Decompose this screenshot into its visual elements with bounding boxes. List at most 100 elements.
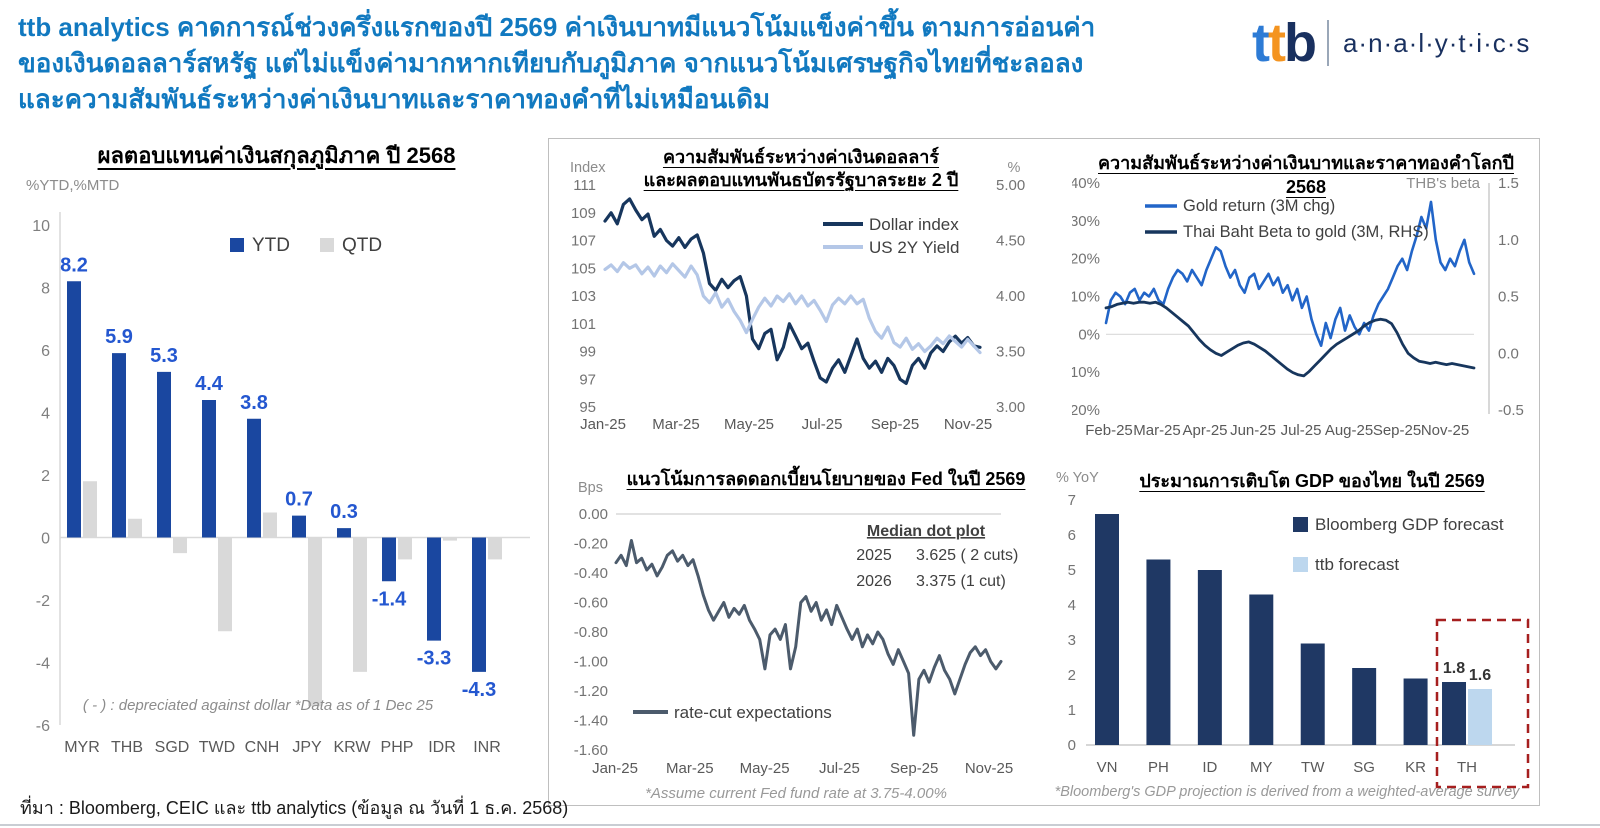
svg-text:-4: -4 — [36, 656, 50, 673]
ttb-wordmark: ttb — [1252, 13, 1317, 73]
bar-value-label: 1.6 — [1469, 667, 1491, 684]
bar-value-label: 8.2 — [60, 254, 88, 276]
svg-text:-0.40: -0.40 — [574, 565, 608, 582]
x-category-label: VN — [1097, 759, 1118, 776]
x-tick-label: Jan-25 — [580, 416, 626, 433]
svg-text:99: 99 — [579, 344, 596, 361]
chart-annotation: ( - ) : depreciated against dollar *Data… — [83, 697, 434, 714]
svg-text:5: 5 — [1068, 562, 1076, 579]
svg-text:0: 0 — [1068, 737, 1076, 754]
svg-text:4: 4 — [41, 406, 50, 423]
legend-label-us-2y-yield: US 2Y Yield — [869, 238, 959, 257]
legend-label-bloomberg: Bloomberg GDP forecast — [1315, 515, 1504, 534]
bar-ytd — [157, 371, 171, 538]
bar-value-label: 3.8 — [240, 392, 268, 414]
x-category-label: KRW — [333, 739, 371, 756]
svg-text:-2: -2 — [36, 593, 50, 610]
svg-text:3: 3 — [1068, 632, 1076, 649]
ttb-analytics-logo: ttb a·n·a·l·y·t·i·c·s — [1252, 16, 1530, 70]
x-tick-label: Jul-25 — [802, 416, 843, 433]
x-category-label: THB — [111, 739, 143, 756]
left-axis-label: Index — [570, 160, 606, 176]
chart-gdp-forecast-svg: % YoY 7 6 5 4 3 2 1 0 VN PH ID MY TW SG KR 1.8 1.6 TH Bloom… — [1055, 470, 1530, 800]
bar-ytd — [292, 515, 306, 538]
chart-gdp-forecast-title: ประมาณการเติบโต GDP ของไทย ในปี 2569 — [1139, 471, 1485, 491]
bar-value-label: -3.3 — [417, 648, 451, 670]
svg-text:8: 8 — [41, 281, 50, 298]
bar-ytd — [67, 281, 81, 538]
chart-baht-gold-svg: 40% 30% 20% 10% 0% -10% -20% 1.5 1.0 0.5 0.0 -0.5 TH… — [1072, 175, 1524, 439]
svg-text:4.00: 4.00 — [996, 288, 1025, 305]
dot-plot-year: 2026 — [856, 573, 892, 590]
svg-text:-1.40: -1.40 — [574, 713, 608, 730]
bar-bloomberg — [1300, 643, 1325, 745]
svg-text:-1.20: -1.20 — [574, 683, 608, 700]
svg-text:1: 1 — [1068, 702, 1076, 719]
svg-text:3.00: 3.00 — [996, 399, 1025, 416]
svg-text:97: 97 — [579, 371, 596, 388]
svg-text:20%: 20% — [1072, 251, 1100, 268]
x-category-label: MY — [1250, 759, 1273, 776]
chart-dollar-index-title: ความสัมพันธ์ระหว่างค่าเงินดอลลาร์ และผลต… — [643, 147, 959, 191]
x-tick-label: Sep-25 — [871, 416, 919, 433]
svg-text:103: 103 — [571, 288, 596, 305]
bar-qtd — [263, 512, 277, 538]
svg-text:-0.20: -0.20 — [574, 536, 608, 553]
page-title-line1: ttb analytics คาดการณ์ช่วงครึ่งแรกของปี … — [18, 12, 1096, 42]
bar-qtd — [353, 537, 367, 672]
x-category-label: ID — [1202, 759, 1217, 776]
legend-swatch-ttb — [1293, 557, 1308, 572]
legend-swatch-qtd — [320, 238, 334, 252]
page-title-line2: ของเงินดอลลาร์สหรัฐ แต่ไม่แข็งค่ามากหากเ… — [18, 47, 1084, 78]
series-dollar-index — [603, 197, 982, 385]
svg-text:30%: 30% — [1072, 213, 1100, 230]
svg-text:101: 101 — [571, 316, 596, 333]
chart-fed-rate-cut-svg: Bps 0.00 -0.20 -0.40 -0.60 -0.80 -1.00 -1.20 -1.… — [574, 480, 1018, 802]
bar-qtd — [488, 537, 502, 560]
bar-qtd — [218, 537, 232, 632]
bar-ytd — [202, 400, 216, 538]
x-tick-label: Nov-25 — [1421, 422, 1469, 439]
bar-value-label: 5.9 — [105, 326, 133, 348]
svg-text:1.5: 1.5 — [1498, 175, 1519, 192]
chart-fed-rate-cut: แนวโน้มการลดดอกเบี้ยนโยบายของ Fed ในปี 2… — [556, 462, 1066, 806]
legend-swatch-bloomberg — [1293, 517, 1308, 532]
svg-text:-0.5: -0.5 — [1498, 402, 1524, 419]
bar-value-label: 1.8 — [1443, 660, 1465, 677]
bar-ytd — [247, 418, 261, 538]
bar-qtd — [308, 537, 322, 707]
x-category-label: KR — [1405, 759, 1426, 776]
bar-ytd — [427, 537, 441, 641]
chart-currency-returns-svg: %YTD,%MTD 10 8 6 4 2 0 -2 -4 -6 YTD QTD 8.2 MYR 5.9 THB… — [26, 177, 530, 756]
y-axis-label: % YoY — [1056, 470, 1099, 486]
svg-text:10%: 10% — [1072, 289, 1100, 306]
y-axis-label: Bps — [578, 480, 603, 496]
svg-text:40%: 40% — [1072, 175, 1100, 192]
bar-value-label: 5.3 — [150, 345, 178, 367]
chart-fed-rate-cut-title: แนวโน้มการลดดอกเบี้ยนโยบายของ Fed ในปี 2… — [626, 469, 1026, 489]
x-tick-label: Jun-25 — [1230, 422, 1276, 439]
x-tick-label: Jul-25 — [1281, 422, 1322, 439]
x-category-label: JPY — [292, 739, 322, 756]
svg-text:4: 4 — [1068, 597, 1076, 614]
x-category-label: IDR — [428, 739, 456, 756]
y-axis-label: %YTD,%MTD — [26, 177, 120, 194]
logo-divider — [1326, 20, 1329, 66]
bar-bloomberg — [1352, 668, 1377, 745]
x-tick-label: Feb-25 — [1085, 422, 1133, 439]
x-tick-label: Mar-25 — [666, 760, 714, 777]
svg-text:-1.60: -1.60 — [574, 742, 608, 759]
dot-plot-year: 2025 — [856, 547, 892, 564]
svg-text:95: 95 — [579, 399, 596, 416]
dot-plot-title: Median dot plot — [867, 523, 986, 540]
bar-qtd — [173, 537, 187, 554]
series-gold-return — [1104, 200, 1476, 347]
x-category-label: SGD — [155, 739, 190, 756]
right-axis-label: THB's beta — [1406, 175, 1480, 192]
svg-text:0.0: 0.0 — [1498, 345, 1519, 362]
x-category-label: PHP — [381, 739, 414, 756]
x-category-label: PH — [1148, 759, 1169, 776]
x-category-label: INR — [473, 739, 501, 756]
bar-qtd — [128, 518, 142, 538]
svg-text:0.00: 0.00 — [579, 506, 608, 523]
